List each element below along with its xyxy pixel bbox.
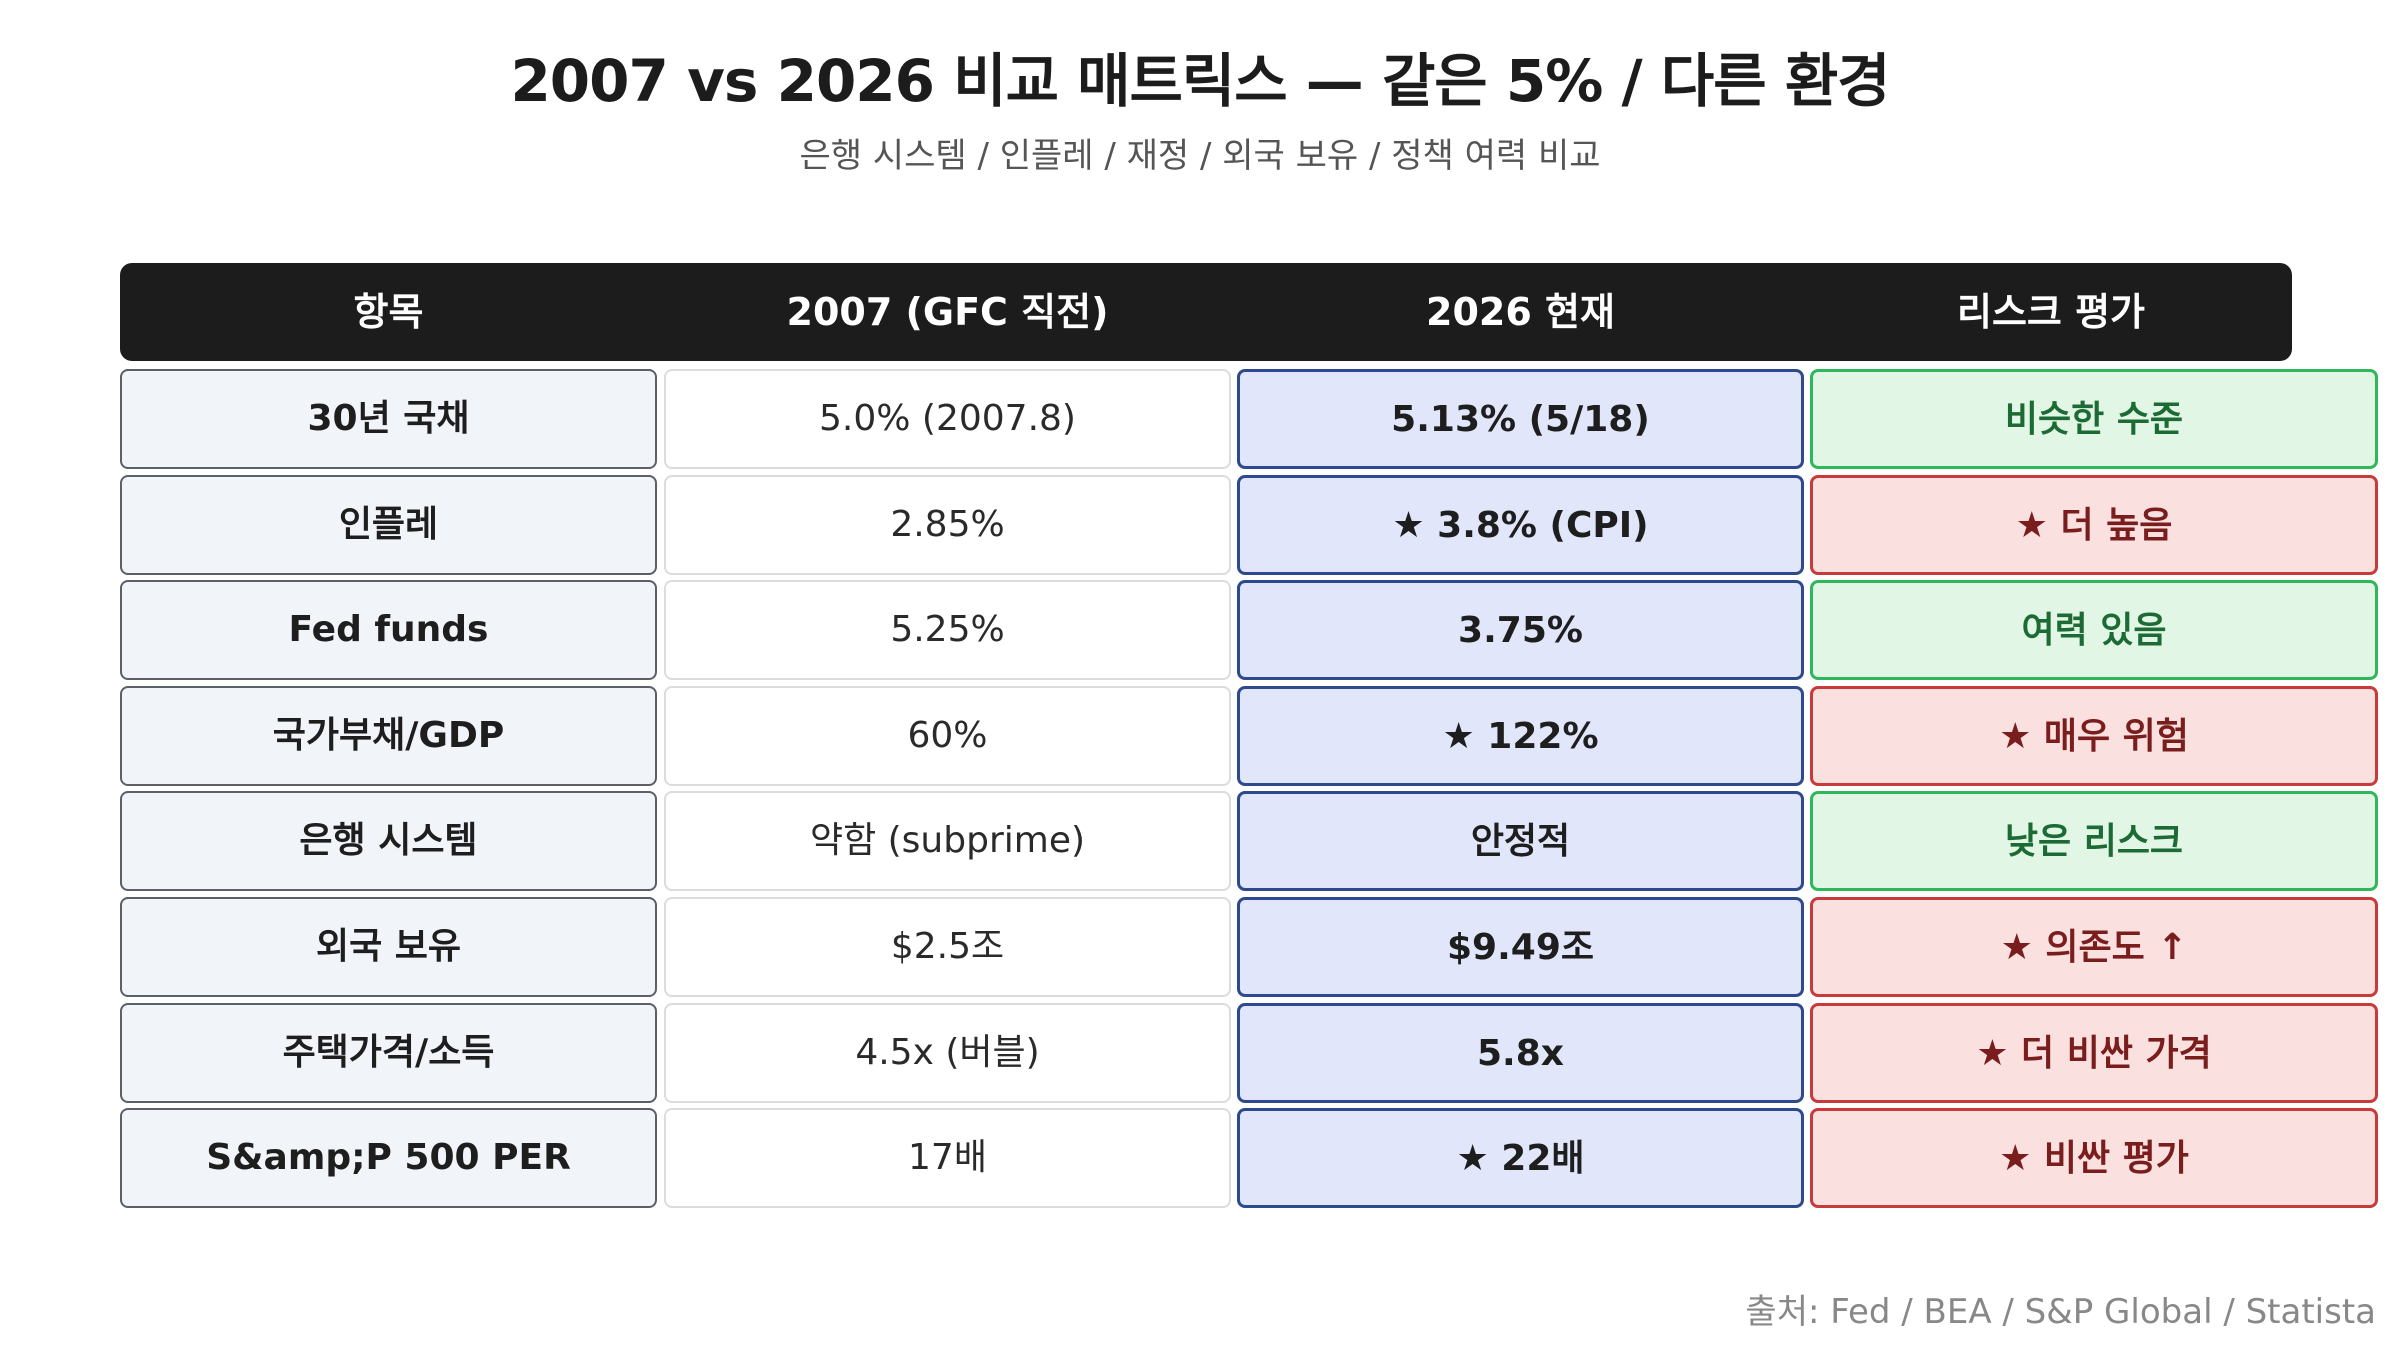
- cell-2007: 4.5x (버블): [664, 1003, 1231, 1103]
- header-risk: 리스크 평가: [1956, 290, 2146, 334]
- cell-2007: 약함 (subprime): [664, 791, 1231, 891]
- risk-badge: 여력 있음: [1810, 580, 2378, 680]
- row-label: 30년 국채: [120, 369, 657, 469]
- cell-2007: 5.0% (2007.8): [664, 369, 1231, 469]
- risk-badge: ★ 매우 위험: [1810, 686, 2378, 786]
- row-label: 국가부채/GDP: [120, 686, 657, 786]
- risk-badge: 낮은 리스크: [1810, 791, 2378, 891]
- cell-2026: 안정적: [1237, 791, 1804, 891]
- cell-2026: ★ 3.8% (CPI): [1237, 475, 1804, 575]
- header-2007: 2007 (GFC 직전): [786, 290, 1109, 334]
- page-title: 2007 vs 2026 비교 매트릭스 — 같은 5% / 다른 환경: [510, 47, 1890, 115]
- page-subtitle: 은행 시스템 / 인플레 / 재정 / 외국 보유 / 정책 여력 비교: [799, 136, 1601, 176]
- row-label: 외국 보유: [120, 897, 657, 997]
- cell-2026: ★ 22배: [1237, 1108, 1804, 1208]
- risk-badge: ★ 의존도 ↑: [1810, 897, 2378, 997]
- cell-2026: 5.13% (5/18): [1237, 369, 1804, 469]
- cell-2026: ★ 122%: [1237, 686, 1804, 786]
- row-label: 은행 시스템: [120, 791, 657, 891]
- risk-badge: 비슷한 수준: [1810, 369, 2378, 469]
- cell-2026: 5.8x: [1237, 1003, 1804, 1103]
- header-item: 항목: [353, 290, 424, 334]
- cell-2007: $2.5조: [664, 897, 1231, 997]
- cell-2007: 2.85%: [664, 475, 1231, 575]
- source-note: 출처: Fed / BEA / S&P Global / Statista: [1745, 1292, 2376, 1332]
- risk-badge: ★ 더 높음: [1810, 475, 2378, 575]
- risk-badge: ★ 비싼 평가: [1810, 1108, 2378, 1208]
- header-2026: 2026 현재: [1426, 290, 1615, 334]
- cell-2026: 3.75%: [1237, 580, 1804, 680]
- row-label: 주택가격/소득: [120, 1003, 657, 1103]
- cell-2007: 17배: [664, 1108, 1231, 1208]
- row-label: S&amp;P 500 PER: [120, 1108, 657, 1208]
- cell-2026: $9.49조: [1237, 897, 1804, 997]
- row-label: Fed funds: [120, 580, 657, 680]
- cell-2007: 60%: [664, 686, 1231, 786]
- risk-badge: ★ 더 비싼 가격: [1810, 1003, 2378, 1103]
- table-header: 항목 2007 (GFC 직전) 2026 현재 리스크 평가: [120, 263, 2292, 361]
- row-label: 인플레: [120, 475, 657, 575]
- cell-2007: 5.25%: [664, 580, 1231, 680]
